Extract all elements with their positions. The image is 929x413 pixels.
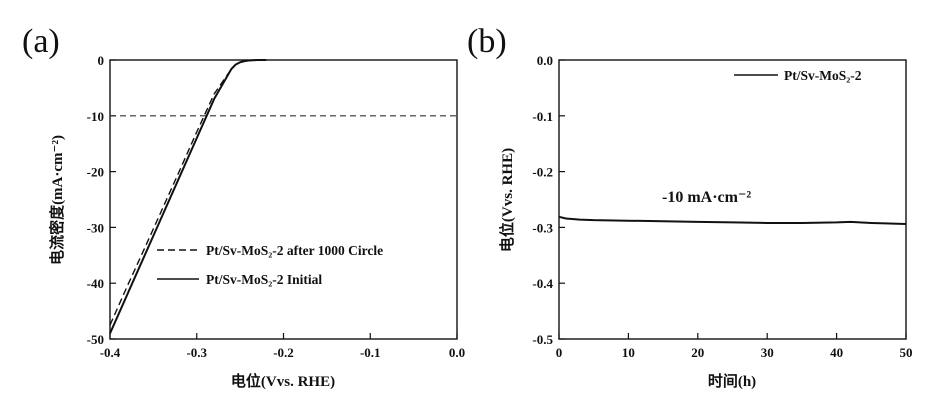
panel-b-x-tick-label-5: 50 [900,345,913,360]
panel-b-annotation: -10 mA·cm⁻² [662,189,751,206]
panel-b-legend: Pt/Sv-MoS₂-2 [734,68,862,83]
legend-label-initial: Pt/Sv-MoS₂-2 Initial [206,272,322,287]
panel-a-y-tick-label-0: -50 [87,332,104,347]
panel-b-x-tick-label-4: 40 [830,345,843,360]
panel-b-x-tick-label-2: 20 [691,345,704,360]
panel-b-label: (b) [467,23,507,60]
panel-a-y-ticks: -50 -40 -30 -20 -10 0 [87,53,116,347]
legend-label-after-1000-circle: Pt/Sv-MoS₂-2 after 1000 Circle [206,243,383,258]
panel-a-y-tick-label-1: -40 [87,276,104,291]
panel-a-y-axis-label: 电流密度(mA·cm⁻²) [48,135,66,265]
panel-a: (a) -0.4 -0.3 -0.2 -0.1 0.0 -50 -40 -30 -20 -10 0… [22,23,465,390]
panel-a-x-tick-label-2: -0.2 [273,345,294,360]
panel-b-y-tick-label-1: -0.4 [532,276,553,291]
panel-a-plot-frame [110,60,457,339]
panel-a-x-tick-label-4: 0.0 [449,345,465,360]
panel-a-x-tick-label-1: -0.3 [186,345,207,360]
panel-a-y-tick-label-5: 0 [98,53,105,68]
panel-b-y-tick-label-5: 0.0 [537,53,553,68]
panel-a-label: (a) [22,23,60,60]
panel-b-y-tick-label-4: -0.1 [532,109,553,124]
legend-label-pt-sv-mos2-2: Pt/Sv-MoS₂-2 [784,68,862,83]
panel-b-y-tick-label-0: -0.5 [532,332,553,347]
panel-a-y-tick-label-3: -20 [87,165,104,180]
panel-a-x-tick-label-0: -0.4 [100,345,121,360]
panel-b-x-axis-label: 时间(h) [708,372,756,390]
panel-a-legend: Pt/Sv-MoS₂-2 after 1000 Circle Pt/Sv-MoS… [157,243,383,287]
panel-a-x-tick-label-3: -0.1 [360,345,381,360]
panel-b-x-ticks: 0 10 20 30 40 50 [556,333,913,360]
panel-b-x-tick-label-0: 0 [556,345,563,360]
panel-b-y-tick-label-3: -0.2 [532,165,553,180]
panel-a-y-tick-label-4: -10 [87,109,104,124]
panel-b-series [559,217,906,224]
panel-b-y-ticks: -0.5 -0.4 -0.3 -0.2 -0.1 0.0 [532,53,565,347]
panel-a-y-tick-label-2: -30 [87,220,104,235]
panel-a-x-ticks: -0.4 -0.3 -0.2 -0.1 0.0 [100,333,465,360]
panel-a-series-line-1 [110,60,266,333]
panel-b-y-tick-label-2: -0.3 [532,220,553,235]
panel-b-series-line-0 [559,217,906,224]
panel-a-x-axis-label: 电位(Vvs. RHE) [231,372,335,390]
panel-b-x-tick-label-3: 30 [761,345,774,360]
panel-b-y-axis-label: 电位(Vvs. RHE) [498,148,516,252]
panel-b: (b) 01020304050 -0.5-0.4-0.3-0.2-0.10.0 … [467,23,913,390]
panel-b-x-tick-label-1: 10 [622,345,635,360]
panel-a-series [110,60,266,333]
